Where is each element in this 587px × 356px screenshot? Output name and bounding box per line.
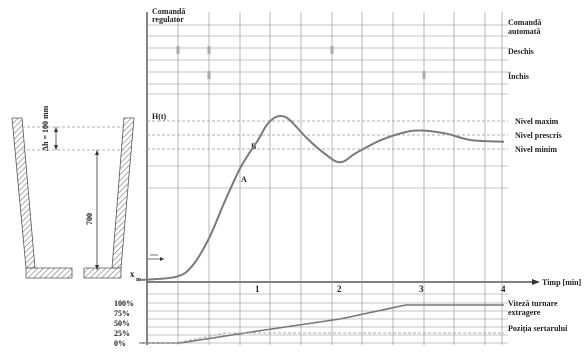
vertical-grid xyxy=(177,12,503,345)
level-set-label: Nivel prescris xyxy=(515,131,562,140)
delta-h-arrow-top xyxy=(54,127,58,132)
percent-tick-label: 25% xyxy=(114,329,130,338)
delta-h-label: Δh = 100 mm xyxy=(41,105,50,151)
time-axis-arrow xyxy=(532,279,540,285)
chart-frame xyxy=(146,12,540,345)
percent-tick-label: 50% xyxy=(114,319,130,328)
time-axis-label: Timp [min] xyxy=(542,278,582,287)
time-tick-label: 4 xyxy=(501,284,506,294)
time-tick-label: 2 xyxy=(337,284,342,294)
signal-marker xyxy=(207,71,211,79)
height-label: 700 xyxy=(85,213,94,225)
slide-position-label: Poziția sertarului xyxy=(508,324,568,333)
percent-tick-label: 0% xyxy=(114,339,126,348)
time-tick-label: 1 xyxy=(255,284,260,294)
xm-arrowhead xyxy=(160,257,164,261)
signal-marker xyxy=(330,46,334,54)
level-max-label: Nivel maxim xyxy=(515,117,559,126)
mold-wall-right xyxy=(111,117,135,269)
signal-marker xyxy=(207,46,211,54)
horizontal-grid xyxy=(147,24,508,344)
command-regulator-label-2: regulator xyxy=(152,15,184,24)
percent-tick-label: 100% xyxy=(114,299,134,308)
curve-label: H(t) xyxy=(152,112,167,121)
command-auto-label-2: automată xyxy=(508,27,540,36)
signal-markers xyxy=(176,46,426,79)
command-auto-label-1: Comandă xyxy=(508,18,541,27)
level-chart: 1 2 3 4 xyxy=(139,115,506,294)
height-arrow-top xyxy=(95,150,99,155)
point-a-label: A xyxy=(241,175,247,184)
xm-subscript: m xyxy=(136,277,141,283)
speed-chart: 0%25%50%75%100% xyxy=(114,299,504,348)
percent-tick-label: 75% xyxy=(114,309,130,318)
slide-position-line xyxy=(139,332,504,344)
right-labels: Comandă automată Deschis Închis Nivel ma… xyxy=(508,18,582,333)
pour-speed-label-2: extragere xyxy=(508,308,541,317)
command-regulator-label-1: Comandă xyxy=(152,7,185,16)
signal-marker xyxy=(176,46,180,54)
mold-bottom-right xyxy=(83,267,122,279)
mold-bottom-left xyxy=(25,267,73,279)
mold-sketch: Δh = 100 mm 700 xyxy=(11,105,135,279)
mold-wall-left xyxy=(11,117,36,269)
xm-marker: x m xyxy=(130,254,164,283)
pour-speed-label-1: Viteză turnare xyxy=(508,299,558,308)
height-arrow-bottom xyxy=(95,265,99,270)
level-curve xyxy=(139,115,505,281)
delta-h-arrow-bottom xyxy=(54,145,58,150)
level-min-label: Nivel minim xyxy=(515,145,557,154)
time-tick-label: 3 xyxy=(419,284,424,294)
signal-marker xyxy=(422,71,426,79)
closed-label: Închis xyxy=(508,71,529,81)
open-label: Deschis xyxy=(508,47,534,56)
xm-label: x xyxy=(130,269,135,279)
